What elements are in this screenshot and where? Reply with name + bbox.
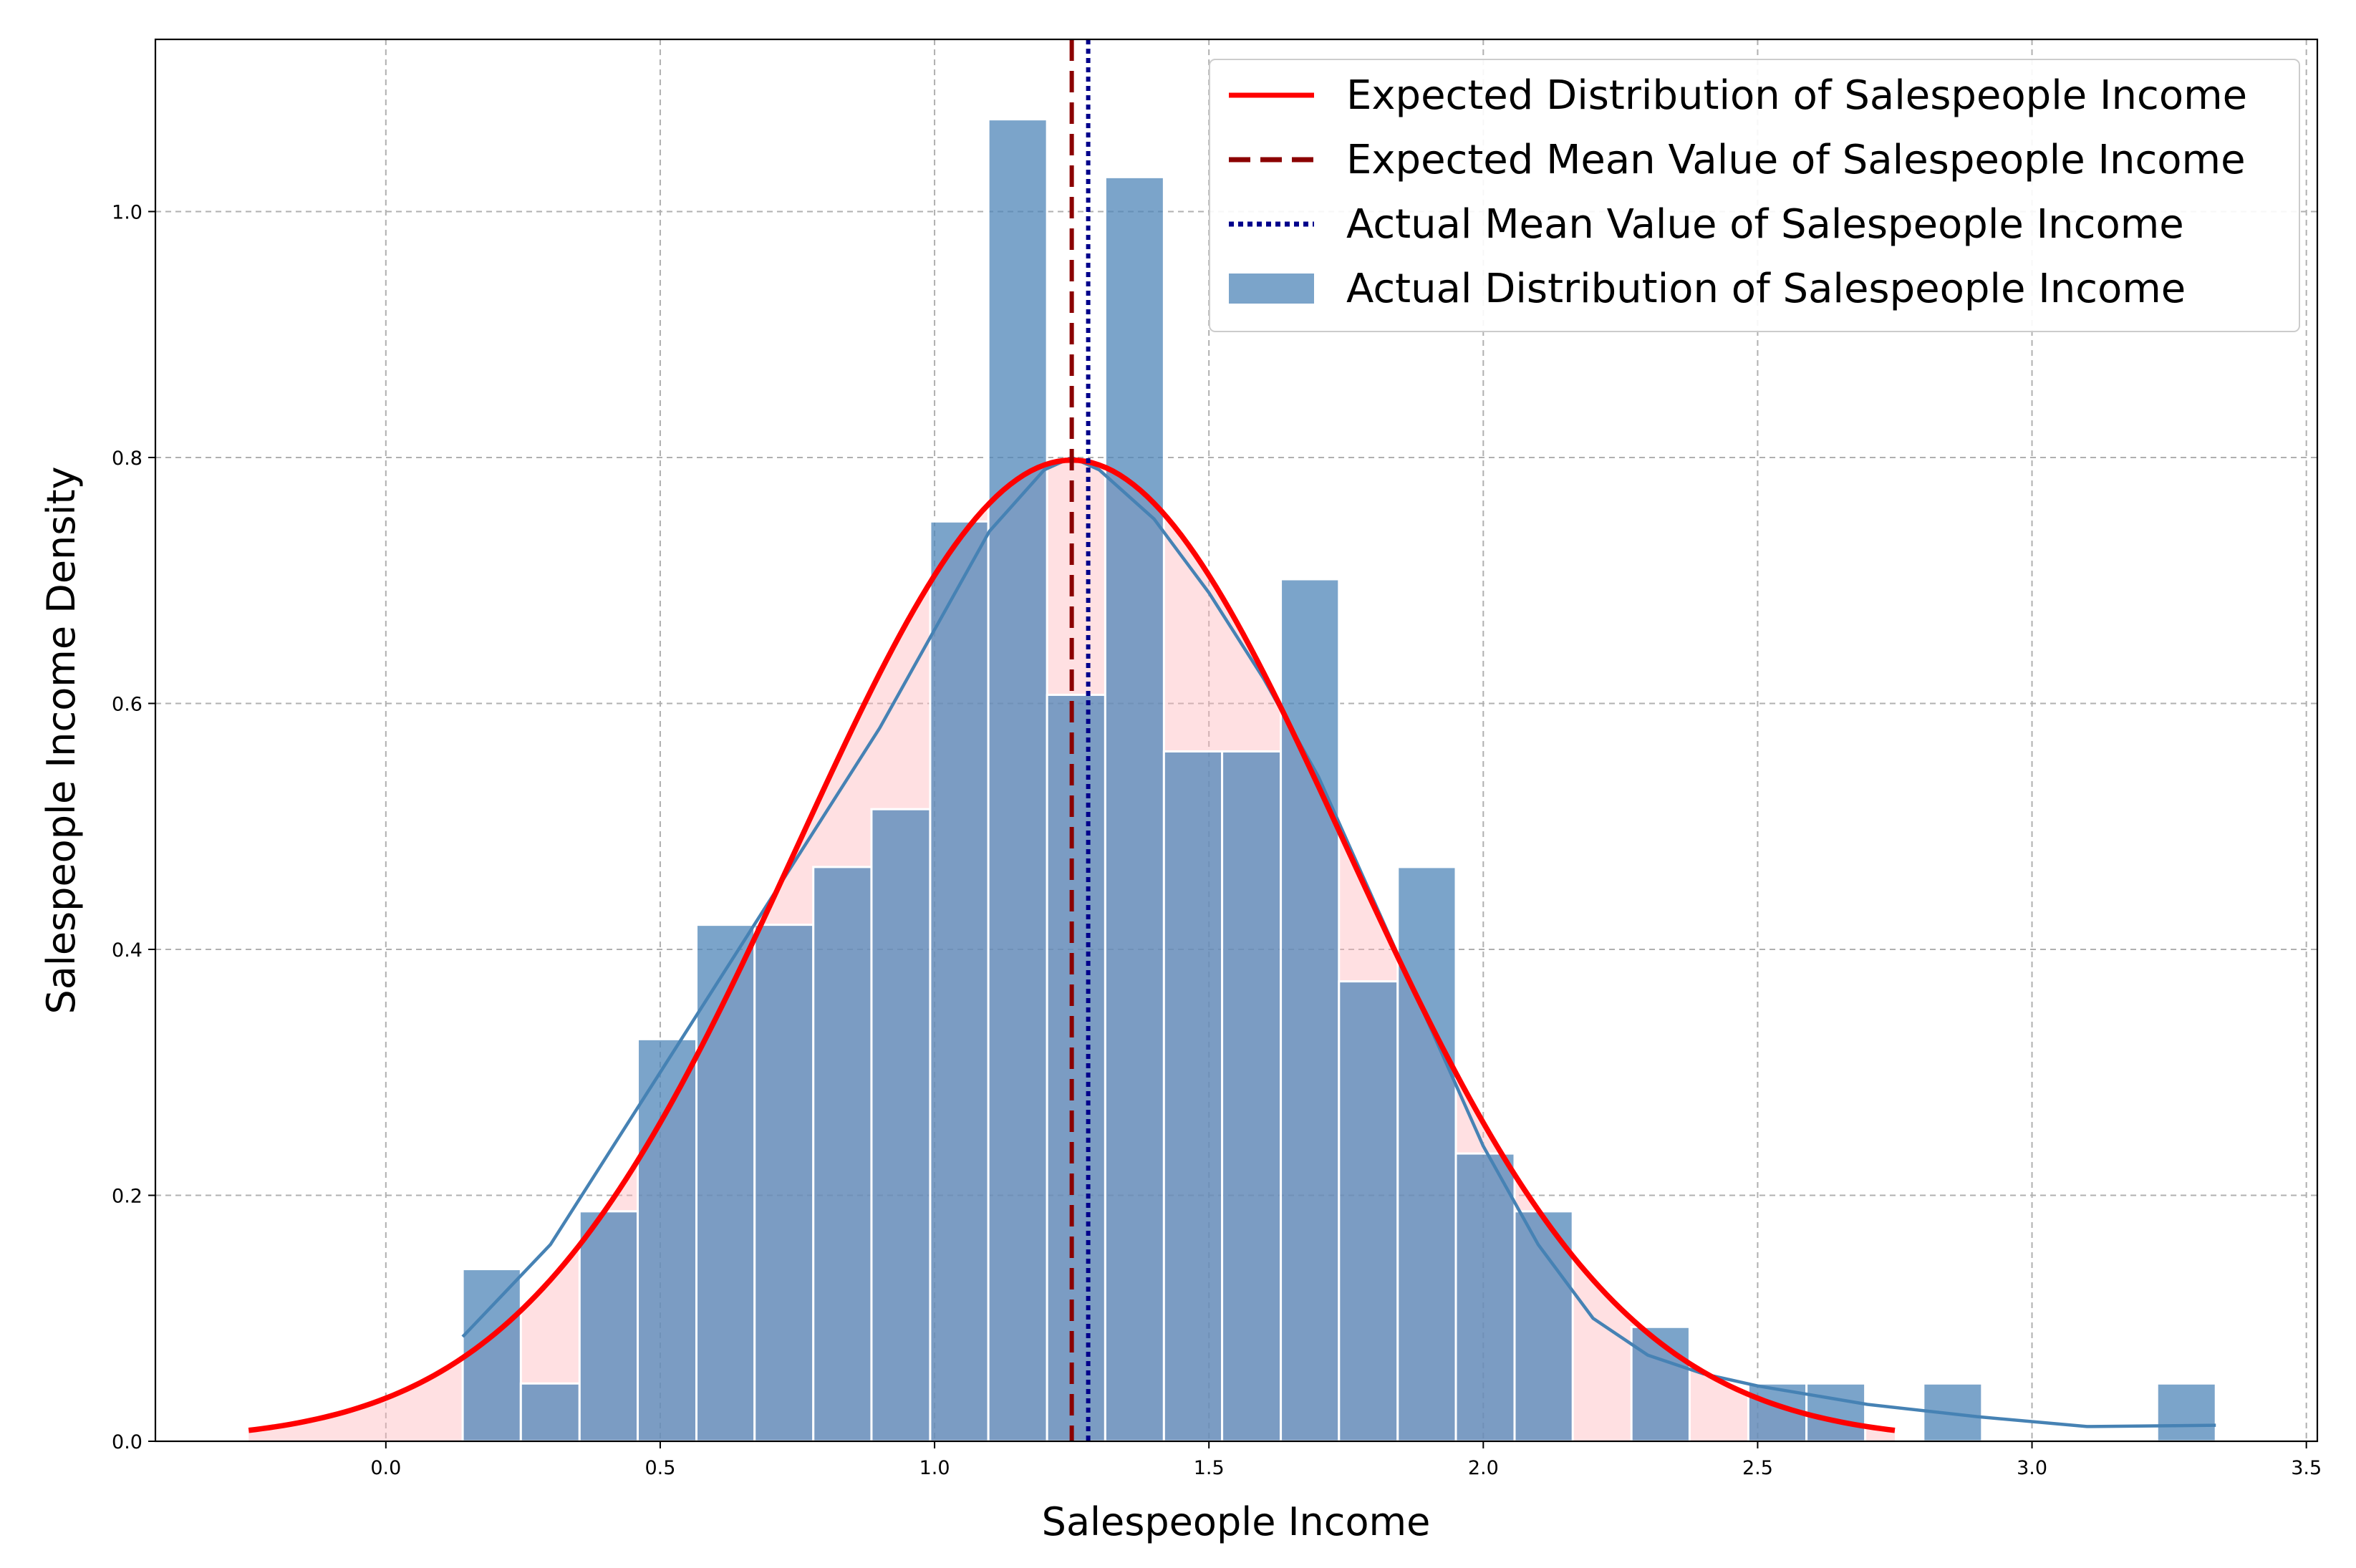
histogram-bar [870,808,932,1443]
mean-lines [1069,39,1091,1441]
y-tick-label: 0.4 [112,939,143,962]
histogram-bar [519,1382,581,1443]
legend-label: Actual Mean Value of Salespeople Income [1346,201,2184,248]
histogram-bar [1338,980,1399,1443]
histogram-bar [1805,1382,1867,1443]
histogram-bar [753,924,815,1443]
histogram-bar [1221,750,1283,1443]
histogram-bar [461,1268,522,1443]
legend-patch [1229,274,1314,304]
x-axis-title: Salespeople Income [1042,1499,1431,1544]
y-tick-label: 0.8 [112,447,143,470]
histogram-bar [578,1210,639,1443]
histogram-bar [1280,578,1341,1443]
histogram-bar [1046,693,1106,1443]
histogram-bar [2155,1382,2217,1443]
histogram-bar [1396,866,1457,1443]
y-tick-label: 0.0 [112,1431,143,1453]
histogram-bar [1162,750,1224,1443]
x-tick-label: 0.5 [644,1457,675,1479]
histogram-bar [637,1037,698,1443]
histogram-bar [1104,175,1165,1443]
y-axis-title: Salespeople Income Density [39,466,84,1014]
axis-ticks: 0.0 0.5 1.0 1.5 2.0 2.5 3.0 3.5 0.0 0.2 0.4 0.6 0.8 1… [112,201,2322,1479]
histogram-bars [461,118,2217,1443]
histogram-bar [987,118,1048,1443]
x-tick-label: 2.0 [1468,1457,1499,1479]
y-tick-label: 0.2 [112,1185,143,1207]
y-tick-label: 0.6 [112,693,143,715]
x-tick-label: 3.0 [2017,1457,2047,1479]
legend-label: Expected Mean Value of Salespeople Incom… [1346,137,2246,183]
x-tick-label: 1.5 [1194,1457,1225,1479]
y-tick-label: 1.0 [112,201,143,223]
plot-frame [154,38,2319,1443]
x-tick-label: 1.0 [919,1457,950,1479]
histogram-bar [929,520,990,1443]
x-tick-label: 0.0 [370,1457,401,1479]
x-tick-label: 3.5 [2291,1457,2322,1479]
legend: Expected Distribution of Salespeople Inc… [1209,59,2300,332]
histogram-bar [1454,1152,1516,1443]
legend-label: Expected Distribution of Salespeople Inc… [1346,72,2247,119]
legend-box [1209,59,2300,332]
histogram-bar [695,924,756,1443]
legend-label: Actual Distribution of Salespeople Incom… [1346,266,2186,312]
histogram-bar [812,866,873,1443]
x-tick-label: 2.5 [1742,1457,1773,1479]
